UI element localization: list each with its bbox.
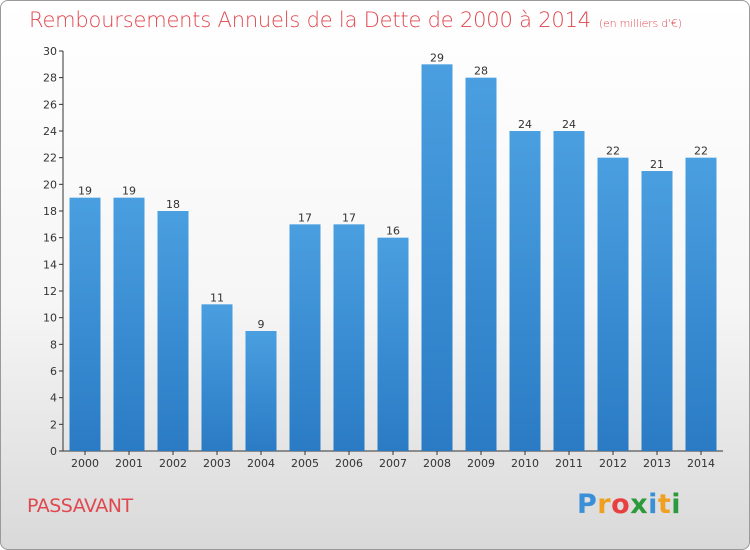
bar-2003	[201, 304, 233, 451]
bar-2013	[641, 171, 673, 451]
data-label-2014: 22	[694, 145, 708, 158]
y-tick-label: 4	[50, 392, 57, 405]
logo-letter: o	[611, 489, 631, 520]
y-tick-label: 8	[50, 338, 57, 351]
y-tick-label: 26	[43, 98, 57, 111]
bar-2010	[509, 131, 541, 451]
x-tick-label-2004: 2004	[247, 457, 275, 470]
data-label-2000: 19	[78, 185, 92, 198]
data-label-2001: 19	[122, 185, 136, 198]
data-label-2011: 24	[562, 118, 576, 131]
x-tick-label-2010: 2010	[511, 457, 539, 470]
logo-letter: x	[630, 489, 649, 520]
data-label-2002: 18	[166, 198, 180, 211]
y-tick-label: 24	[43, 125, 57, 138]
bar-2004	[245, 331, 277, 451]
data-label-2013: 21	[650, 158, 664, 171]
data-label-2008: 29	[430, 51, 444, 64]
y-tick-label: 14	[43, 258, 57, 271]
data-label-2007: 16	[386, 225, 400, 238]
y-tick-label: 6	[50, 365, 57, 378]
bar-2005	[289, 224, 321, 451]
data-label-2010: 24	[518, 118, 532, 131]
y-tick-label: 18	[43, 205, 57, 218]
y-tick-label: 22	[43, 152, 57, 165]
title-text: Remboursements Annuels de la Dette de 20…	[29, 8, 591, 32]
proxiti-logo: Proxiti	[577, 489, 681, 520]
bar-2001	[113, 197, 145, 451]
x-tick-label-2011: 2011	[555, 457, 583, 470]
x-tick-label-2000: 2000	[71, 457, 99, 470]
x-tick-label-2007: 2007	[379, 457, 407, 470]
data-label-2006: 17	[342, 211, 356, 224]
bar-2002	[157, 211, 189, 451]
bar-2000	[69, 197, 101, 451]
x-tick-label-2008: 2008	[423, 457, 451, 470]
x-tick-label-2013: 2013	[643, 457, 671, 470]
data-label-2005: 17	[298, 211, 312, 224]
bar-2008	[421, 64, 453, 452]
commune-name: PASSAVANT	[27, 495, 133, 517]
bar-2011	[553, 131, 585, 451]
x-tick-label-2009: 2009	[467, 457, 495, 470]
logo-letter: t	[657, 489, 672, 520]
chart-title: Remboursements Annuels de la Dette de 20…	[29, 8, 682, 32]
y-tick-label: 28	[43, 72, 57, 85]
bar-2014	[685, 157, 717, 451]
y-tick-label: 30	[43, 45, 57, 58]
bar-2007	[377, 237, 409, 451]
data-label-2012: 22	[606, 145, 620, 158]
logo-letter: i	[648, 489, 658, 520]
y-tick-label: 10	[43, 312, 57, 325]
y-tick-label: 20	[43, 178, 57, 191]
x-tick-label-2001: 2001	[115, 457, 143, 470]
y-tick-label: 16	[43, 232, 57, 245]
x-tick-label-2006: 2006	[335, 457, 363, 470]
x-tick-label-2002: 2002	[159, 457, 187, 470]
data-label-2009: 28	[474, 65, 488, 78]
logo-letter: i	[671, 489, 682, 520]
y-tick-label: 0	[50, 445, 57, 458]
title-unit: (en milliers d'€)	[598, 17, 682, 30]
x-tick-label-2005: 2005	[291, 457, 319, 470]
bar-2006	[333, 224, 365, 451]
bar-2012	[597, 157, 629, 451]
logo-letter: r	[597, 489, 612, 520]
x-tick-label-2012: 2012	[599, 457, 627, 470]
data-label-2003: 11	[210, 291, 224, 304]
bar-2009	[465, 77, 497, 452]
logo-letter: P	[577, 489, 598, 520]
y-tick-label: 12	[43, 285, 57, 298]
x-tick-label-2014: 2014	[687, 457, 715, 470]
y-tick-label: 2	[50, 418, 57, 431]
data-label-2004: 9	[258, 318, 265, 331]
x-tick-label-2003: 2003	[203, 457, 231, 470]
